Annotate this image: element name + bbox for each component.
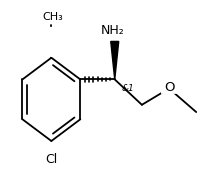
- Text: &1: &1: [122, 84, 134, 93]
- Text: Cl: Cl: [45, 153, 57, 166]
- Polygon shape: [111, 41, 119, 79]
- Text: O: O: [164, 81, 174, 94]
- Text: CH₃: CH₃: [42, 12, 63, 22]
- Text: NH₂: NH₂: [101, 24, 125, 37]
